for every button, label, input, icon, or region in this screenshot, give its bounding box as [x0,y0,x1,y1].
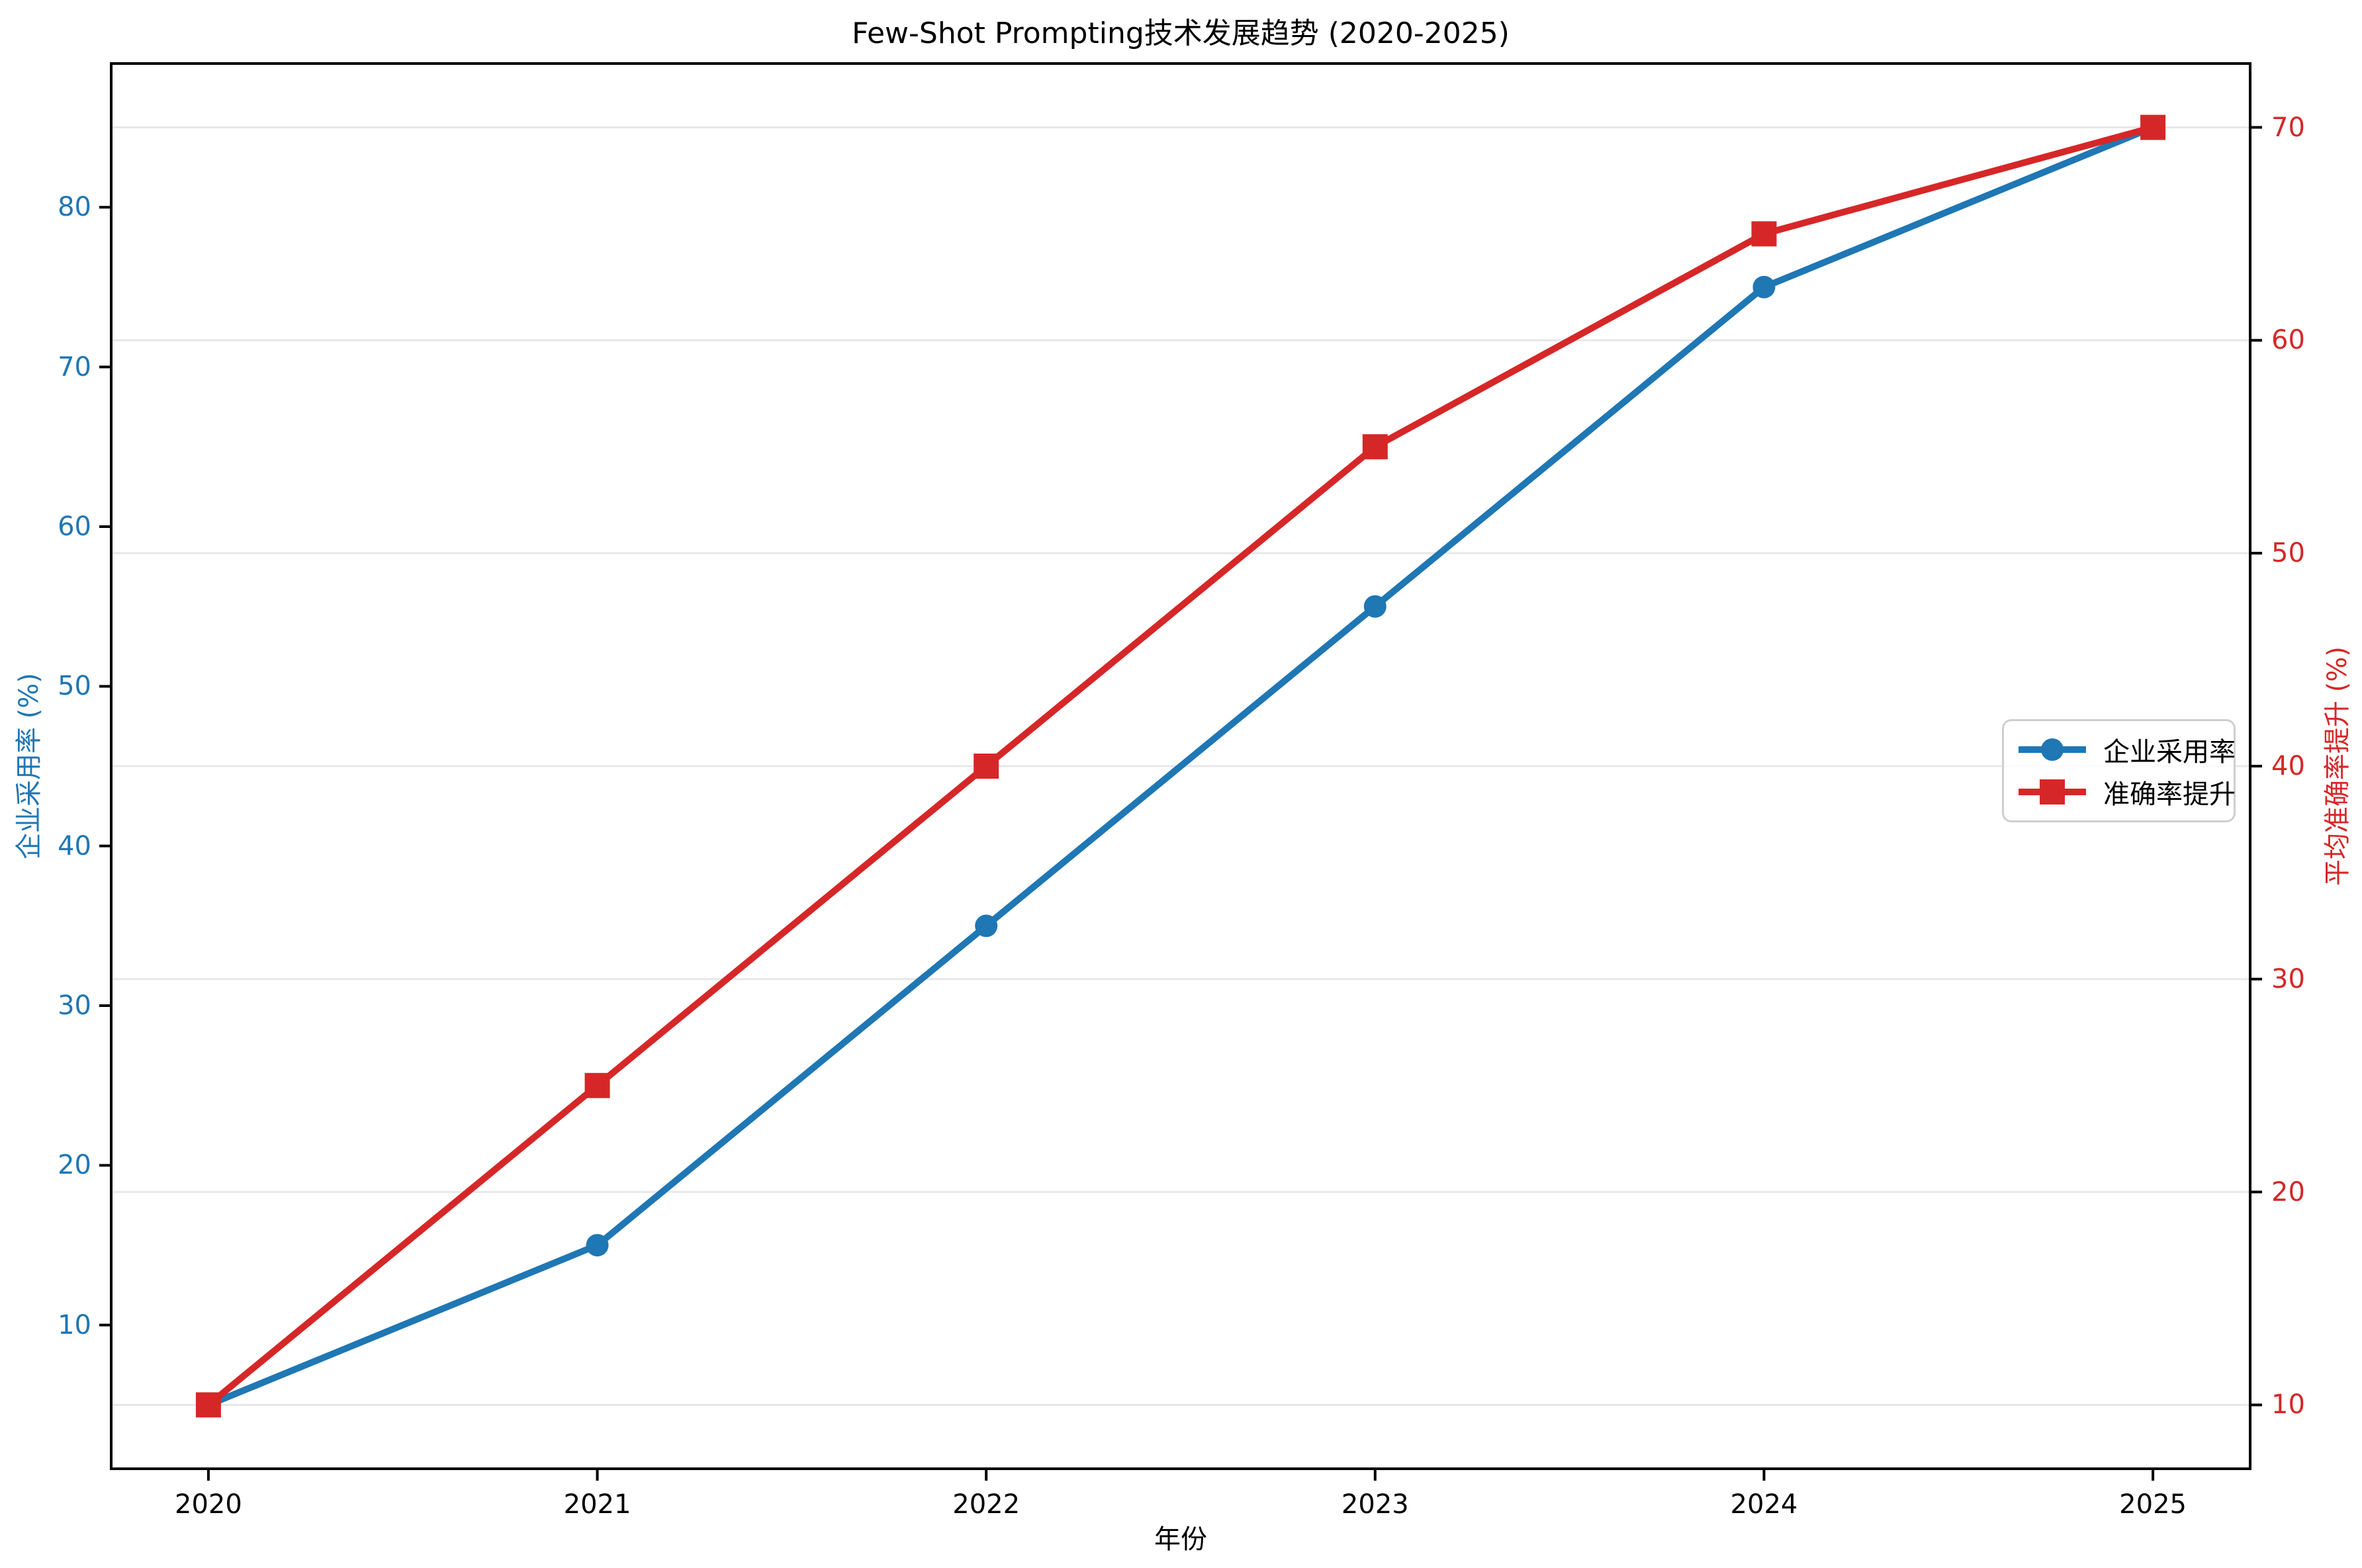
right-tick-label: 50 [2271,538,2305,569]
x-tick-label: 2025 [2119,1489,2187,1520]
x-axis-label: 年份 [1154,1524,1207,1555]
left-tick-label: 70 [58,351,91,382]
data-point [1362,434,1388,460]
legend-label-adoption: 企业采用率 [2103,737,2236,767]
x-tick-label: 2020 [175,1489,242,1520]
right-tick-label: 20 [2271,1176,2305,1207]
left-tick-label: 80 [58,192,91,223]
data-point [1752,275,1776,298]
data-point [1363,595,1386,618]
legend-entry-accuracy: 准确率提升 [2016,773,2236,811]
legend-swatch-line-circle-icon [2019,738,2086,761]
left-y-axis-label: 企业采用率 (%) [14,673,44,859]
data-point [975,914,998,937]
left-tick-label: 10 [58,1309,91,1340]
chart-title: Few-Shot Prompting技术发展趋势 (2020-2025) [852,17,1510,50]
series-line-0 [207,124,2154,1409]
x-tick-label: 2024 [1730,1489,1798,1520]
data-point [1751,221,1777,247]
left-tick-label: 30 [58,990,91,1022]
legend-entry-adoption: 企业采用率 [2016,730,2236,769]
x-tick-label: 2023 [1341,1489,1409,1520]
data-point [2140,114,2166,140]
right-tick-label: 70 [2271,112,2305,143]
x-tick-label: 2021 [563,1489,631,1520]
legend-swatch-line-square-icon [2019,779,2086,805]
left-tick-label: 20 [58,1150,91,1181]
right-y-axis-label: 平均准确率提升 (%) [2322,646,2353,886]
left-tick-label: 60 [58,511,91,542]
data-point [195,1392,221,1418]
right-tick-label: 10 [2271,1389,2305,1420]
left-tick-label: 50 [58,671,91,702]
right-tick-label: 60 [2271,325,2305,356]
series-line-1 [206,124,2154,1408]
left-tick-label: 40 [58,830,91,861]
data-point [586,1234,609,1257]
legend-label-accuracy: 准确率提升 [2103,779,2236,810]
x-tick-label: 2022 [952,1489,1021,1520]
data-point [974,754,999,779]
right-tick-label: 30 [2271,963,2305,994]
legend: 企业采用率 准确率提升 [2002,719,2236,822]
data-point [584,1072,610,1098]
right-tick-label: 40 [2271,751,2305,781]
